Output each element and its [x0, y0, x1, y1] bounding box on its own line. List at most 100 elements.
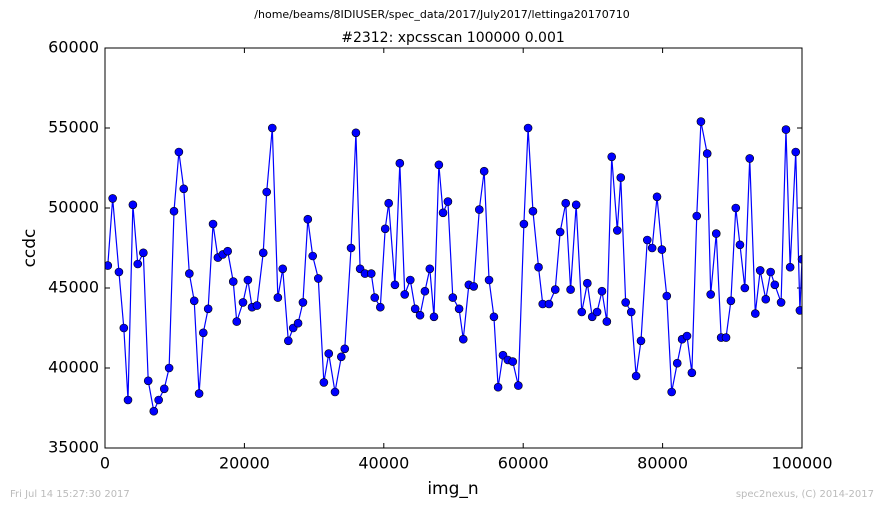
data-point	[577, 307, 587, 317]
y-tick-label: 45000	[48, 278, 99, 297]
data-point	[642, 235, 652, 245]
data-point	[626, 307, 636, 317]
data-point	[612, 226, 622, 235]
data-point	[770, 280, 780, 290]
data-point	[425, 264, 435, 274]
data-point	[174, 147, 184, 157]
data-point	[384, 198, 393, 208]
y-axis-label: ccdc	[20, 229, 40, 268]
data-point	[761, 294, 771, 304]
x-tick-label: 60000	[498, 454, 549, 473]
data-point	[203, 304, 213, 314]
data-point	[721, 333, 731, 342]
x-axis-label: img_n	[427, 479, 478, 499]
data-point	[139, 248, 148, 258]
data-point	[123, 395, 133, 405]
data-point	[434, 160, 444, 170]
data-point	[351, 128, 361, 138]
chart-title: #2312: xpcsscan 100000 0.001	[341, 30, 565, 46]
data-point	[415, 310, 425, 320]
data-point	[208, 219, 218, 229]
data-point	[662, 291, 672, 301]
x-tick-label: 100000	[771, 454, 832, 473]
data-point	[706, 290, 715, 299]
data-point	[550, 285, 560, 294]
x-tick-label: 40000	[358, 454, 409, 473]
data-point	[597, 286, 607, 296]
data-point	[232, 317, 242, 326]
data-point	[561, 198, 571, 208]
data-point	[735, 240, 745, 250]
data-point	[189, 296, 199, 306]
data-point	[740, 283, 750, 293]
data-point	[621, 298, 630, 307]
data-point	[508, 357, 518, 366]
data-point	[405, 275, 415, 285]
data-point	[390, 280, 400, 290]
data-point	[797, 254, 802, 264]
data-point	[395, 158, 405, 168]
data-point	[607, 152, 617, 162]
data-point	[293, 318, 303, 328]
y-tick-label: 50000	[48, 198, 99, 217]
data-point	[238, 298, 248, 307]
data-point	[429, 312, 439, 322]
data-point	[785, 262, 795, 272]
data-point	[592, 307, 602, 317]
data-point	[602, 317, 612, 326]
data-point	[692, 211, 702, 221]
footer-left: Fri Jul 14 15:27:30 2017	[10, 489, 130, 500]
data-point	[751, 309, 760, 318]
data-point	[458, 334, 468, 344]
data-point	[278, 264, 288, 274]
data-point	[133, 259, 143, 269]
data-point	[438, 208, 448, 218]
data-point	[534, 262, 543, 272]
data-point	[108, 194, 117, 203]
data-point	[346, 243, 356, 253]
data-point	[726, 296, 736, 306]
data-point	[324, 349, 334, 358]
data-point	[528, 206, 538, 216]
data-point	[566, 285, 575, 294]
data-point	[340, 344, 350, 354]
data-point	[400, 290, 410, 299]
data-point	[303, 214, 313, 224]
y-tick-label: 40000	[48, 358, 99, 377]
data-point	[766, 267, 775, 277]
data-point	[319, 378, 329, 387]
y-tick-label: 55000	[48, 118, 99, 137]
data-point	[267, 123, 277, 133]
data-point	[519, 219, 529, 229]
data-point	[791, 147, 801, 157]
data-point	[376, 302, 385, 312]
x-tick-label: 0	[100, 454, 110, 473]
data-point	[555, 227, 565, 237]
y-tick-label: 60000	[48, 38, 99, 57]
data-point	[647, 243, 657, 253]
data-point	[143, 376, 153, 386]
data-point	[336, 352, 346, 362]
data-point	[366, 269, 376, 278]
data-point	[702, 149, 712, 158]
data-point	[795, 306, 802, 315]
data-point	[755, 266, 765, 275]
data-point	[262, 187, 272, 197]
data-point	[443, 197, 453, 206]
data-point	[179, 184, 189, 194]
y-tick-label: 35000	[48, 438, 99, 457]
data-point	[776, 298, 786, 307]
data-point	[479, 166, 489, 176]
data-point	[273, 293, 283, 302]
footer-right: spec2nexus, (C) 2014-2017	[736, 489, 874, 500]
data-point	[745, 154, 755, 163]
data-point	[243, 275, 253, 285]
data-point	[448, 293, 458, 302]
data-point	[284, 336, 293, 346]
data-point	[696, 117, 706, 126]
data-point	[454, 304, 464, 314]
data-point	[544, 299, 554, 309]
data-point	[583, 278, 592, 288]
x-tick-label: 20000	[219, 454, 270, 473]
